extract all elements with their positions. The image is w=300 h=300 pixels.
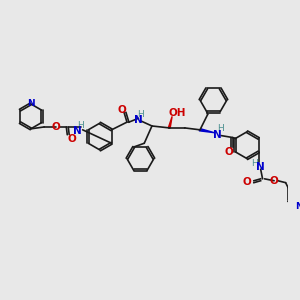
Text: O: O (243, 177, 252, 187)
Text: O: O (118, 105, 127, 115)
Text: O: O (224, 147, 233, 157)
Text: O: O (51, 122, 60, 132)
Text: H: H (77, 121, 84, 130)
Text: O: O (270, 176, 278, 186)
Polygon shape (199, 129, 214, 133)
Text: N: N (256, 162, 265, 172)
Text: OH: OH (168, 107, 186, 118)
Text: N: N (295, 202, 300, 211)
Text: H: H (137, 110, 144, 119)
Text: N: N (213, 130, 222, 140)
Text: H: H (217, 124, 224, 134)
Polygon shape (168, 116, 172, 128)
Text: N: N (134, 115, 143, 125)
Text: O: O (68, 134, 76, 144)
Text: N: N (74, 126, 82, 136)
Text: N: N (27, 99, 34, 108)
Text: H: H (251, 159, 258, 168)
